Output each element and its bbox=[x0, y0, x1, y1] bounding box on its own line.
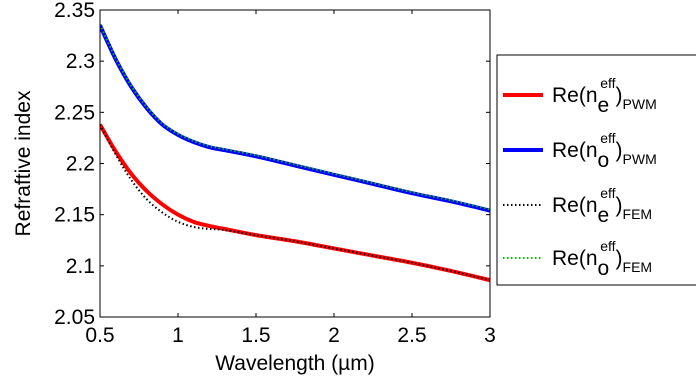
y-tick-label: 2.3 bbox=[66, 50, 95, 73]
y-tick-label: 2.1 bbox=[66, 255, 95, 278]
x-tick-label: 1.5 bbox=[241, 324, 270, 347]
legend-label: Re(noeff)PWM bbox=[552, 130, 657, 172]
series-line-2 bbox=[100, 124, 490, 282]
series-line-0 bbox=[100, 123, 490, 283]
x-axis-label: Wavelength (µm) bbox=[215, 352, 375, 375]
y-tick-label: 2.05 bbox=[54, 306, 95, 329]
legend-item: Re(neeff)FEM bbox=[503, 185, 652, 227]
legend-item: Re(noeff)FEM bbox=[503, 238, 652, 280]
legend-label: Re(noeff)FEM bbox=[552, 238, 652, 280]
y-tick-label: 2.25 bbox=[54, 101, 95, 124]
x-tick-label: 2 bbox=[328, 324, 340, 347]
legend-label: Re(neeff)PWM bbox=[552, 75, 657, 117]
x-tick-label: 3 bbox=[484, 324, 496, 347]
legend-item: Re(neeff)PWM bbox=[503, 75, 657, 117]
legend-label: Re(neeff)FEM bbox=[552, 185, 652, 227]
y-tick-label: 2.35 bbox=[54, 0, 95, 22]
y-axis-label: Refraftive index bbox=[12, 90, 35, 236]
series-line-3 bbox=[100, 23, 490, 211]
y-tick-label: 2.2 bbox=[66, 153, 95, 176]
legend-item: Re(noeff)PWM bbox=[503, 130, 657, 172]
x-tick-label: 0.5 bbox=[85, 324, 114, 347]
x-tick-label: 1 bbox=[172, 324, 184, 347]
series-line-1 bbox=[100, 24, 490, 213]
x-tick-label: 2.5 bbox=[397, 324, 426, 347]
y-tick-label: 2.15 bbox=[54, 204, 95, 227]
